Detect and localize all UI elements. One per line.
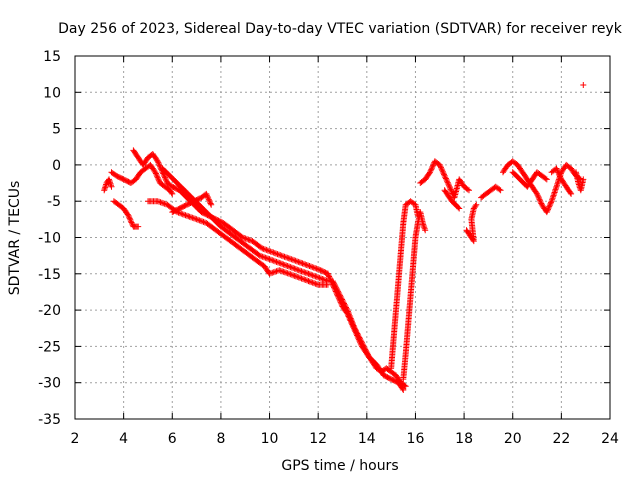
x-tick-label: 20 bbox=[504, 431, 522, 447]
series-track-i bbox=[329, 278, 407, 393]
y-tick-label: -5 bbox=[47, 194, 61, 210]
grid bbox=[75, 56, 610, 419]
y-tick-label: -15 bbox=[38, 267, 61, 283]
series-track-f bbox=[169, 190, 215, 216]
x-tick-labels: 2 4 6 8 10 12 14 16 18 20 22 24 bbox=[71, 431, 619, 447]
series-track-n bbox=[463, 201, 480, 245]
x-axis-label: GPS time / hours bbox=[281, 458, 398, 474]
x-tick-label: 6 bbox=[168, 431, 177, 447]
series-track-k bbox=[400, 209, 429, 383]
series-track-m bbox=[441, 187, 463, 212]
series-track-s bbox=[573, 169, 587, 194]
series-track-c bbox=[130, 147, 331, 277]
x-tick-label: 8 bbox=[216, 431, 225, 447]
y-tick-label: 0 bbox=[52, 158, 61, 174]
y-tick-labels: 15 10 5 0 -5 -10 -15 -20 -25 -30 -35 bbox=[38, 49, 61, 428]
y-tick-label: 15 bbox=[43, 49, 61, 65]
y-tick-label: -35 bbox=[38, 412, 61, 428]
x-tick-label: 12 bbox=[309, 431, 327, 447]
chart-title: Day 256 of 2023, Sidereal Day-to-day VTE… bbox=[58, 21, 623, 37]
series-track-r bbox=[548, 165, 575, 197]
x-tick-label: 16 bbox=[407, 431, 425, 447]
x-tick-label: 2 bbox=[71, 431, 80, 447]
plot-frame bbox=[74, 55, 611, 420]
series-track-e bbox=[145, 198, 331, 288]
x-tick-label: 10 bbox=[261, 431, 279, 447]
series-track-o bbox=[478, 183, 504, 201]
series-track-j bbox=[388, 198, 421, 372]
y-tick-label: -20 bbox=[38, 303, 61, 319]
y-axis-label: SDTVAR / TECUs bbox=[7, 181, 23, 296]
series-outlier bbox=[580, 82, 587, 88]
y-tick-label: -10 bbox=[38, 231, 61, 247]
data-points bbox=[101, 82, 587, 393]
series-track-q bbox=[509, 169, 550, 190]
y-tick-label: -25 bbox=[38, 339, 61, 355]
series-track-g bbox=[110, 198, 142, 230]
x-tick-label: 22 bbox=[552, 431, 570, 447]
x-tick-label: 14 bbox=[358, 431, 376, 447]
x-tick-label: 24 bbox=[601, 431, 619, 447]
series-track-l bbox=[417, 158, 472, 201]
y-tick-label: -30 bbox=[38, 376, 61, 392]
y-tick-label: 5 bbox=[52, 122, 61, 138]
x-tick-label: 4 bbox=[119, 431, 128, 447]
x-tick-label: 18 bbox=[455, 431, 473, 447]
series-track-b bbox=[108, 161, 176, 197]
series-track-a bbox=[101, 176, 115, 194]
y-tick-label: 10 bbox=[43, 85, 61, 101]
